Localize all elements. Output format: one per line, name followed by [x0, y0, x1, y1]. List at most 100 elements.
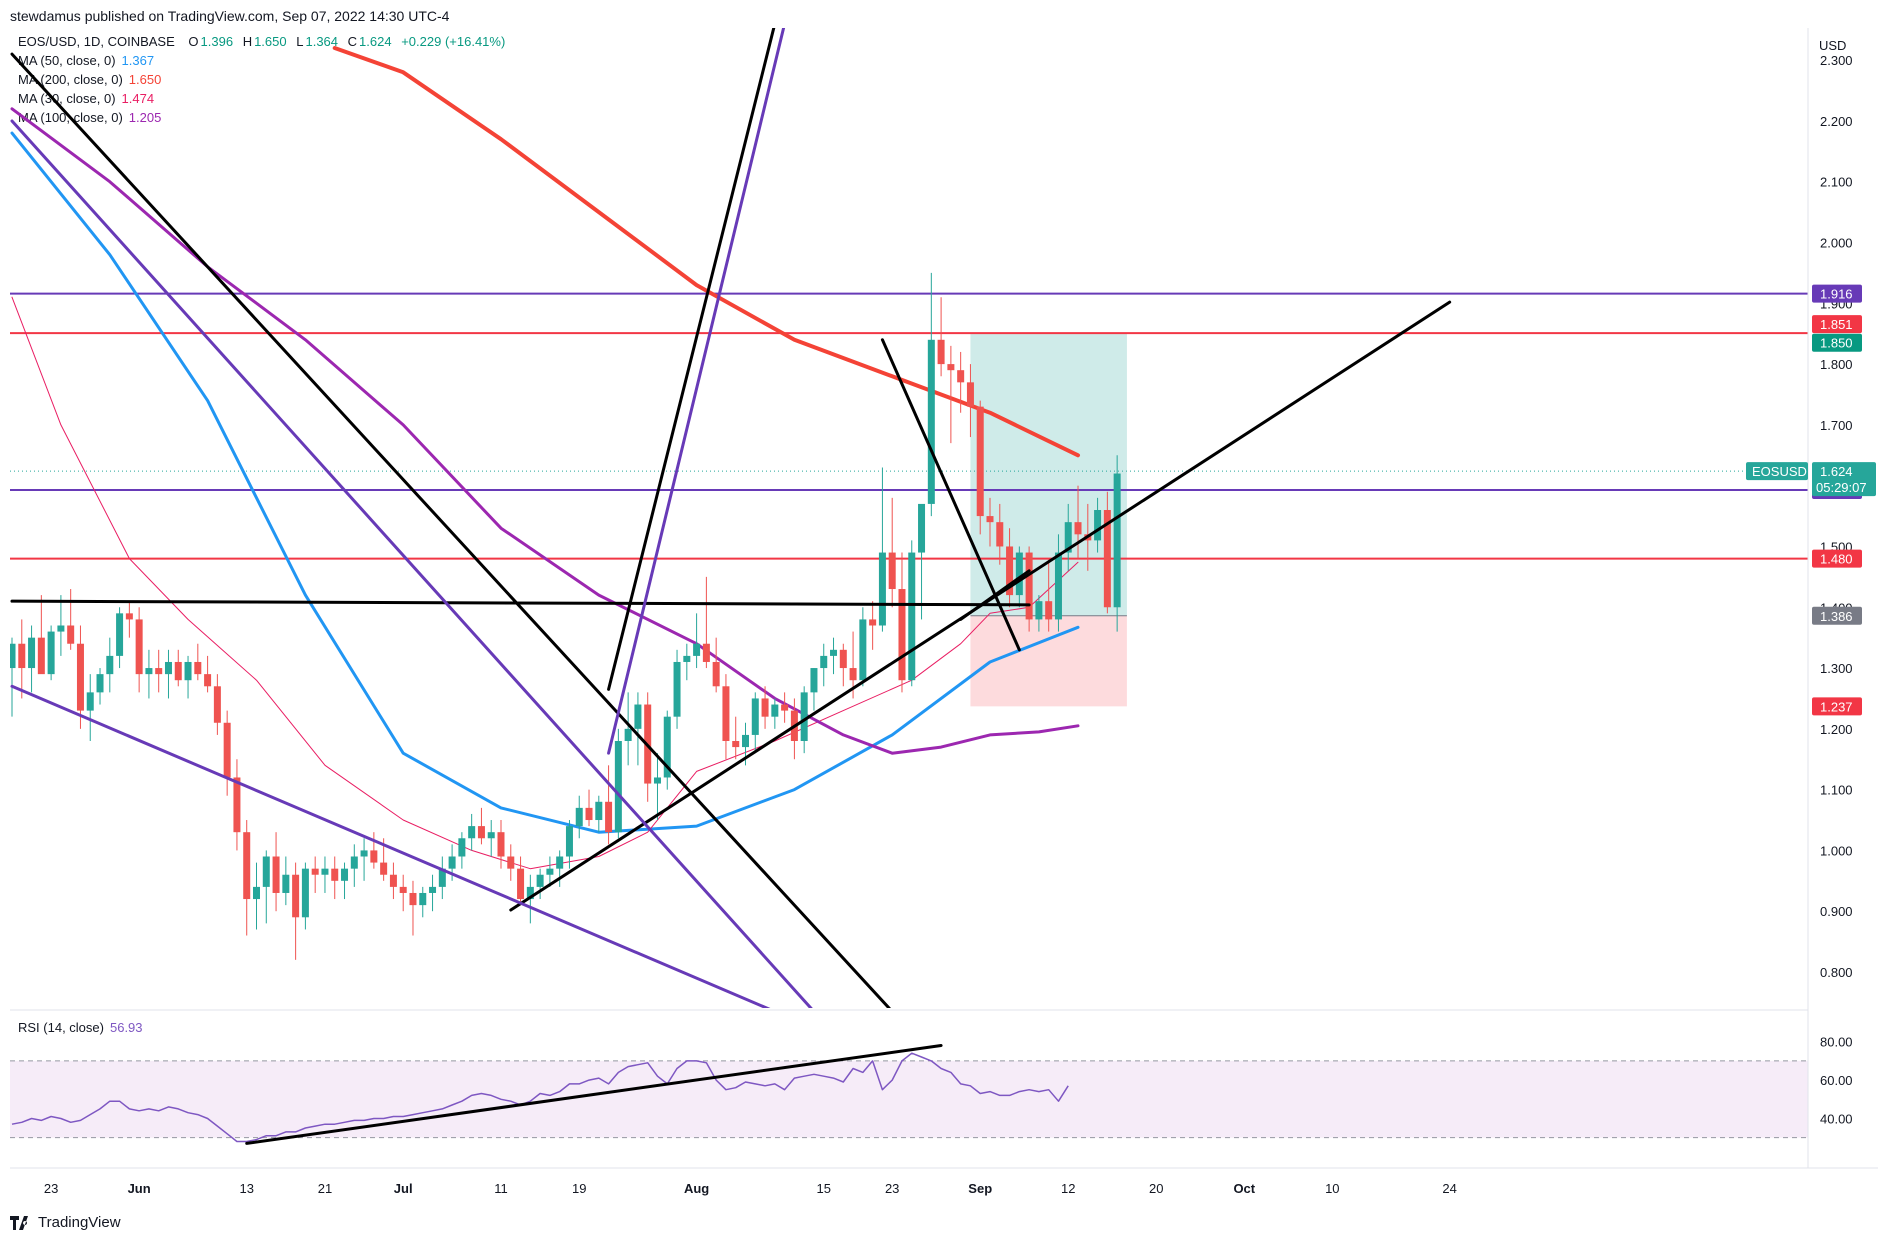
candle — [28, 625, 36, 693]
candle-body — [693, 643, 701, 656]
ma30-label: MA (30, close, 0) — [18, 91, 116, 106]
candle-body — [497, 832, 505, 857]
ma-line-0 — [10, 131, 1080, 834]
candle — [947, 345, 955, 444]
candle — [976, 400, 984, 535]
candle-body — [468, 826, 476, 839]
candle — [233, 759, 241, 851]
symbol-title[interactable]: EOS/USD, 1D, COINBASE — [18, 34, 175, 49]
candle-body — [605, 801, 613, 833]
candle-body — [810, 668, 818, 693]
candle — [350, 844, 358, 887]
candle-body — [125, 613, 133, 620]
trend-line-3 — [607, 28, 776, 691]
y-tick-label: 0.800 — [1820, 965, 1853, 980]
candle — [223, 710, 231, 796]
candle — [1113, 455, 1121, 632]
tradingview-footer[interactable]: TradingView — [10, 1214, 121, 1231]
x-tick-label: 23 — [44, 1181, 58, 1196]
symbol-legend[interactable]: EOS/USD, 1D, COINBASE O 1.396 H 1.650 L 1.3… — [18, 34, 507, 49]
candle-body — [849, 668, 857, 681]
candle — [712, 637, 720, 693]
candle-body — [976, 406, 984, 517]
candle — [1006, 528, 1014, 608]
candle — [556, 850, 564, 887]
price-tag-bg — [1812, 549, 1862, 568]
candle — [605, 765, 613, 845]
candle-body — [106, 655, 114, 675]
candle-body — [487, 832, 495, 839]
last-price-countdown: 05:29:07 — [1816, 480, 1867, 495]
candle-body — [1113, 473, 1121, 608]
candle-body — [761, 698, 769, 717]
candle-body — [477, 826, 485, 839]
candle — [673, 649, 681, 729]
price-tag-1-480: 1.480 — [1820, 552, 1853, 567]
candle-body — [722, 686, 730, 741]
candle — [565, 820, 573, 869]
candle — [937, 297, 945, 377]
candle-body — [565, 826, 573, 857]
candle — [898, 552, 906, 693]
candle-body — [380, 862, 388, 875]
candle-body — [614, 741, 622, 833]
candle — [653, 753, 661, 821]
x-tick-label: Jul — [394, 1181, 413, 1196]
candle — [47, 625, 55, 681]
trend-line-6 — [10, 684, 771, 1008]
x-tick-label: 12 — [1061, 1181, 1075, 1196]
candle — [311, 856, 319, 893]
ma200-legend[interactable]: MA (200, close, 0) 1.650 — [18, 72, 161, 87]
candle — [546, 856, 554, 887]
candle — [751, 692, 759, 754]
candle-body — [820, 655, 828, 669]
y-tick-label: 1.800 — [1820, 357, 1853, 372]
candle — [10, 637, 16, 717]
candle-body — [869, 619, 877, 626]
candle-body — [282, 874, 290, 893]
candle — [125, 601, 133, 638]
y-tick-label: 2.100 — [1820, 175, 1853, 190]
candle — [145, 649, 153, 699]
y-tick-label: 1.300 — [1820, 661, 1853, 676]
candle-body — [145, 668, 153, 675]
candle — [174, 649, 182, 687]
ma-line-3 — [10, 107, 1080, 755]
last-symbol-label: EOSUSD — [1752, 464, 1807, 479]
candle — [389, 862, 397, 900]
candle-body — [389, 874, 397, 887]
last-symbol-tag-bg — [1746, 462, 1808, 481]
high-label: H — [242, 34, 253, 49]
tradingview-logo-icon — [10, 1215, 28, 1230]
candle-body — [683, 655, 691, 662]
last-price-label: 1.624 — [1820, 464, 1853, 479]
candle-body — [673, 661, 681, 717]
candle — [282, 856, 290, 906]
candle — [204, 655, 212, 693]
price-pane — [10, 28, 1808, 1008]
ma50-value: 1.367 — [121, 53, 155, 68]
ma50-label: MA (50, close, 0) — [18, 53, 116, 68]
ma200-value: 1.650 — [128, 72, 162, 87]
candle — [820, 643, 828, 687]
rsi-line — [11, 1052, 1069, 1143]
candle-body — [996, 522, 1004, 547]
candle-body — [1025, 552, 1033, 620]
rsi-legend[interactable]: RSI (14, close) 56.93 — [18, 1020, 143, 1035]
candle — [878, 467, 886, 632]
ma30-legend[interactable]: MA (30, close, 0) 1.474 — [18, 91, 154, 106]
y-tick-label: 1.000 — [1820, 843, 1853, 858]
candle — [771, 698, 779, 729]
candle-body — [448, 856, 456, 869]
open-value: 1.396 — [200, 34, 234, 49]
last-price-tag-bg — [1812, 462, 1876, 497]
y-tick-label: 1.700 — [1820, 418, 1853, 433]
candle-body — [507, 856, 515, 869]
candle — [458, 832, 466, 869]
trend-line-4 — [607, 28, 786, 755]
price-tag-1-916: 1.916 — [1820, 287, 1853, 302]
candle-body — [243, 832, 251, 900]
ma50-legend[interactable]: MA (50, close, 0) 1.367 — [18, 53, 154, 68]
candle — [781, 692, 789, 723]
